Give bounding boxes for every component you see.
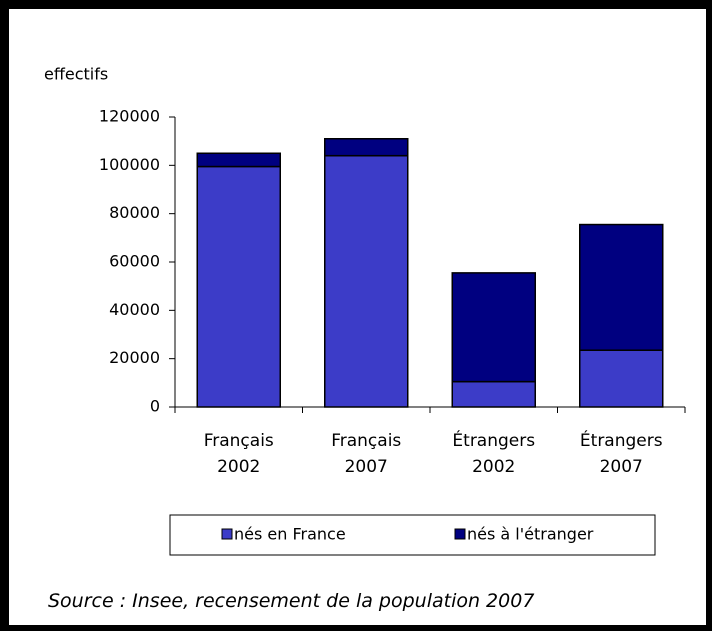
legend-label: nés à l'étranger bbox=[467, 525, 594, 544]
y-tick-label: 80000 bbox=[109, 203, 160, 222]
legend-box bbox=[169, 514, 656, 556]
bar-segment bbox=[196, 152, 281, 168]
y-tick-label: 120000 bbox=[99, 107, 160, 126]
legend-swatch bbox=[221, 528, 233, 540]
bar-segment bbox=[324, 138, 409, 157]
bar-segment bbox=[579, 349, 664, 408]
legend-swatch bbox=[454, 528, 466, 540]
x-tick-label: Étrangers 2002 bbox=[452, 431, 536, 477]
y-tick-label: 0 bbox=[150, 397, 160, 416]
source-note: Source : Insee, recensement de la popula… bbox=[48, 590, 535, 612]
y-axis-label: effectifs bbox=[44, 65, 108, 84]
y-tick-label: 60000 bbox=[109, 252, 160, 271]
x-tick-label: Français 2002 bbox=[203, 431, 274, 477]
bar-segment bbox=[579, 223, 664, 351]
y-tick-label: 20000 bbox=[109, 348, 160, 367]
bar-segment bbox=[451, 272, 536, 383]
x-tick-label: Étrangers 2007 bbox=[579, 431, 663, 477]
y-tick-label: 40000 bbox=[109, 300, 160, 319]
legend-label: nés en France bbox=[234, 525, 346, 544]
bar-segment bbox=[324, 154, 409, 408]
x-tick-label: Français 2007 bbox=[331, 431, 402, 477]
bar-segment bbox=[451, 380, 536, 408]
y-tick-label: 100000 bbox=[99, 155, 160, 174]
bar-segment bbox=[196, 165, 281, 408]
